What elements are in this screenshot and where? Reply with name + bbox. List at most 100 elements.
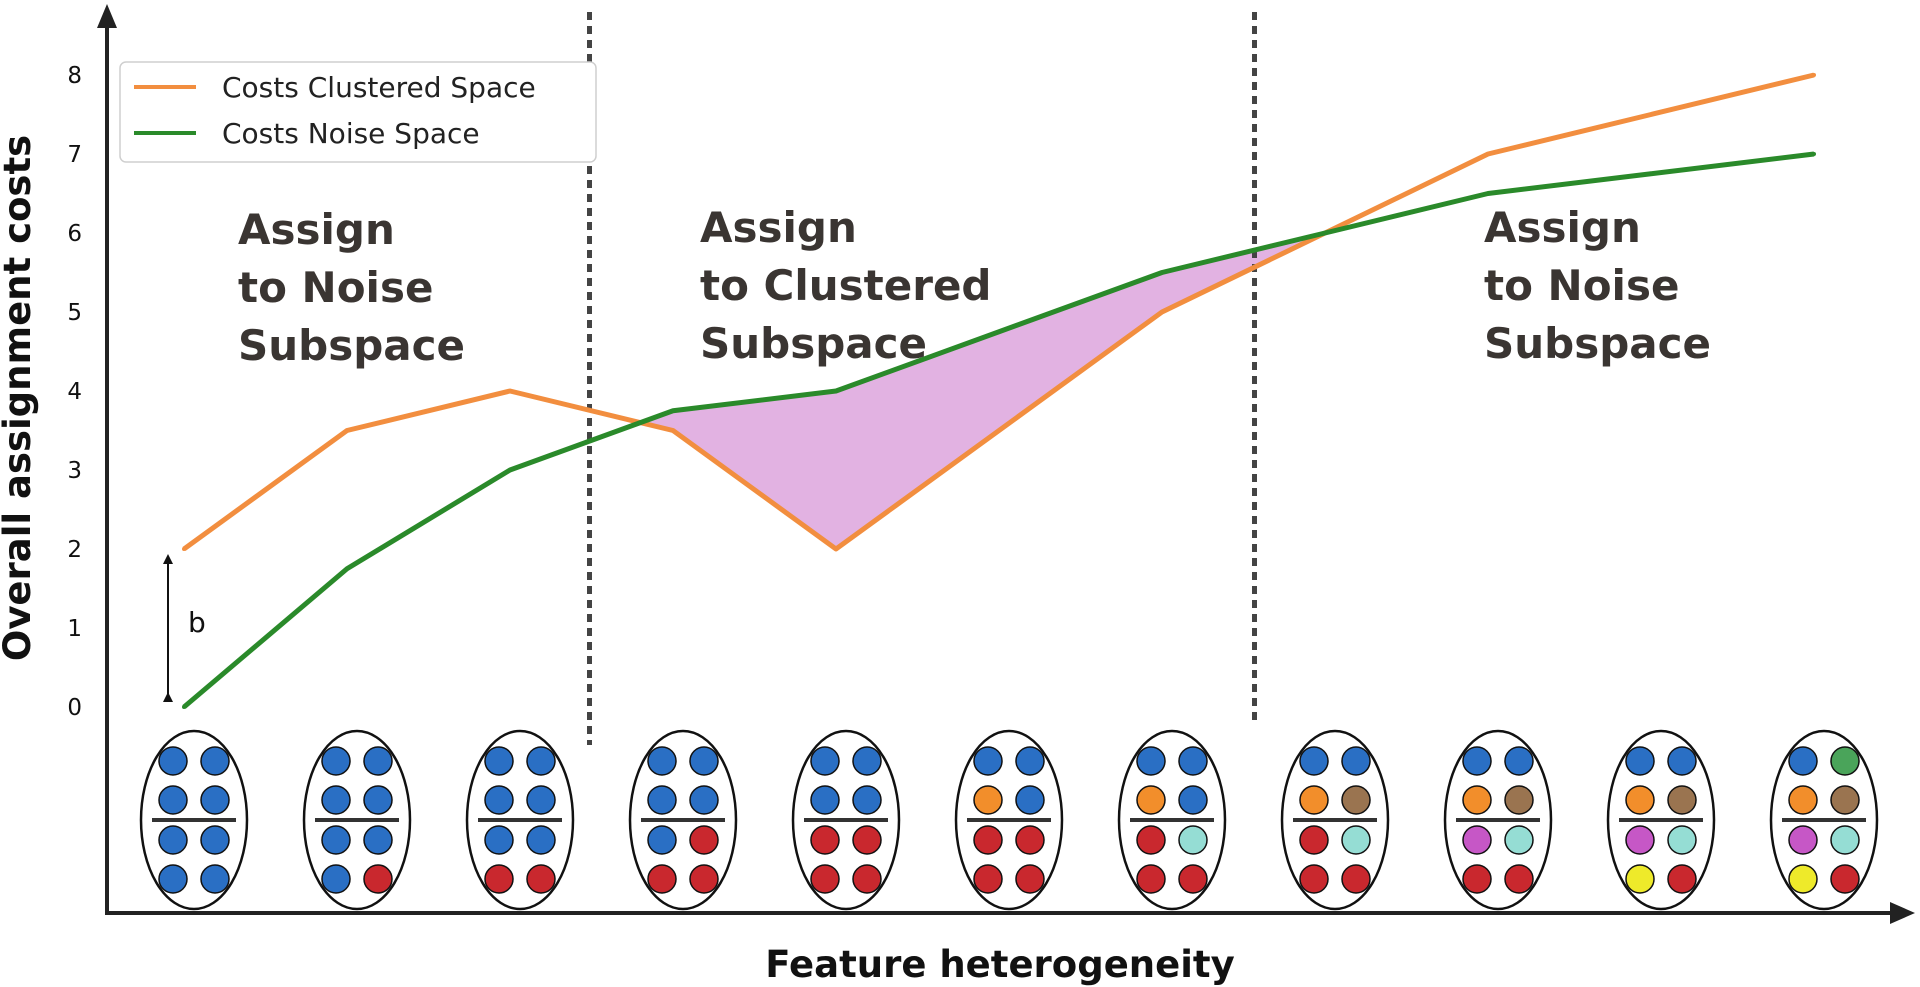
- cluster-11: [1769, 729, 1879, 911]
- cluster-11-point-1: [1788, 746, 1818, 776]
- cluster-7-point-3: [1136, 785, 1166, 815]
- data-point-noise-4: [671, 408, 675, 413]
- cluster-6-point-5: [973, 825, 1003, 855]
- data-point-noise-3: [508, 468, 512, 472]
- cluster-5-point-7: [810, 864, 840, 894]
- cluster-8-point-7: [1299, 864, 1329, 894]
- cluster-7-point-1: [1136, 746, 1166, 776]
- cluster-8-point-2: [1341, 746, 1371, 776]
- y-tick-label-7: 7: [67, 142, 82, 168]
- cluster-10-point-7: [1625, 864, 1655, 894]
- y-tick-label-1: 1: [67, 616, 82, 642]
- cluster-2-point-2: [363, 746, 393, 776]
- cluster-6-point-1: [973, 746, 1003, 776]
- data-point-clustered-6: [997, 428, 1001, 433]
- cluster-11-point-5: [1788, 825, 1818, 855]
- y-tick-group: 0 1 2 3 4 5 6 7 8: [67, 63, 82, 721]
- cluster-10-point-6: [1667, 825, 1697, 855]
- cluster-5-point-5: [810, 825, 840, 855]
- data-point-clustered-11: [1812, 73, 1816, 77]
- cluster-6: [954, 729, 1064, 911]
- legend-label-clustered: Costs Clustered Space: [222, 71, 536, 104]
- y-tick-label-8: 8: [67, 63, 82, 89]
- y-tick-label-4: 4: [67, 379, 82, 405]
- cluster-5-point-3: [810, 785, 840, 815]
- data-point-noise-9: [1486, 191, 1490, 196]
- cluster-3-point-3: [484, 785, 514, 815]
- data-point-clustered-10: [1649, 112, 1653, 117]
- cluster-9-point-5: [1462, 825, 1492, 855]
- region-label-3-line-3: Subspace: [1484, 319, 1711, 368]
- cluster-9-point-3: [1462, 785, 1492, 815]
- cluster-7-point-2: [1178, 746, 1208, 776]
- cluster-1-point-1: [158, 746, 188, 776]
- data-point-clustered-5: [834, 547, 838, 551]
- b-label: b: [188, 606, 206, 639]
- data-point-clustered-2: [345, 428, 349, 433]
- cluster-11-point-3: [1788, 785, 1818, 815]
- y-axis-title: Overall assignment costs: [0, 135, 39, 661]
- cluster-3-point-8: [526, 864, 556, 894]
- highlight-area: [640, 233, 1325, 549]
- cluster-10-point-4: [1667, 785, 1697, 815]
- cluster-10-point-8: [1667, 864, 1697, 894]
- cluster-3: [465, 729, 575, 911]
- region-label-2-line-3: Subspace: [700, 319, 927, 368]
- region-label-1-line-2: to Noise: [238, 263, 433, 312]
- data-point-noise-2: [345, 566, 349, 571]
- cluster-6-point-3: [973, 785, 1003, 815]
- cluster-4-point-6: [689, 825, 719, 855]
- cluster-3-point-2: [526, 746, 556, 776]
- cluster-8-point-3: [1299, 785, 1329, 815]
- cluster-10-point-1: [1625, 746, 1655, 776]
- legend-box: [119, 61, 597, 163]
- data-point-clustered-3: [508, 389, 512, 393]
- cluster-1-point-3: [158, 785, 188, 815]
- cluster-5-point-6: [852, 825, 882, 855]
- cluster-6-point-2: [1015, 746, 1045, 776]
- region-label-3-line-1: Assign: [1484, 203, 1641, 252]
- data-point-noise-5: [834, 389, 838, 393]
- y-tick-label-5: 5: [67, 300, 82, 326]
- cluster-6-point-7: [973, 864, 1003, 894]
- cluster-7-point-4: [1178, 785, 1208, 815]
- divider-group: [587, 12, 1257, 745]
- cluster-8-point-8: [1341, 864, 1371, 894]
- cluster-3-point-5: [484, 825, 514, 855]
- cluster-8-point-5: [1299, 825, 1329, 855]
- region-label-1-line-1: Assign: [238, 205, 395, 254]
- data-point-noise-10: [1649, 171, 1653, 176]
- cluster-9-point-6: [1504, 825, 1534, 855]
- cluster-1-point-8: [200, 864, 230, 894]
- cluster-10: [1606, 729, 1716, 911]
- data-point-clustered-4: [671, 428, 675, 433]
- cluster-6-point-6: [1015, 825, 1045, 855]
- legend-label-noise: Costs Noise Space: [222, 117, 480, 150]
- cluster-illustrations-group: [139, 729, 1879, 911]
- cluster-4-point-4: [689, 785, 719, 815]
- cluster-7-point-8: [1178, 864, 1208, 894]
- y-tick-label-3: 3: [67, 458, 82, 484]
- cluster-11-point-4: [1830, 785, 1860, 815]
- cluster-2-point-3: [321, 785, 351, 815]
- region-label-3-line-2: to Noise: [1484, 261, 1679, 310]
- cluster-7: [1117, 729, 1227, 911]
- cluster-4-point-3: [647, 785, 677, 815]
- cluster-11-point-2: [1830, 746, 1860, 776]
- data-point-clustered-7: [1160, 310, 1164, 314]
- cluster-1-point-2: [200, 746, 230, 776]
- cluster-2-point-6: [363, 825, 393, 855]
- cluster-5-point-8: [852, 864, 882, 894]
- region-label-2-line-2: to Clustered: [700, 261, 992, 310]
- series-lines-group: [182, 72, 1816, 709]
- cluster-4-point-2: [689, 746, 719, 776]
- cluster-6-point-4: [1015, 785, 1045, 815]
- cluster-1: [139, 729, 249, 911]
- cluster-1-point-4: [200, 785, 230, 815]
- data-point-noise-7: [1160, 270, 1164, 275]
- y-tick-label-6: 6: [67, 221, 82, 247]
- cluster-2-point-7: [321, 864, 351, 894]
- cluster-3-point-4: [526, 785, 556, 815]
- cluster-9-point-1: [1462, 746, 1492, 776]
- y-axis-arrowhead: [97, 4, 117, 28]
